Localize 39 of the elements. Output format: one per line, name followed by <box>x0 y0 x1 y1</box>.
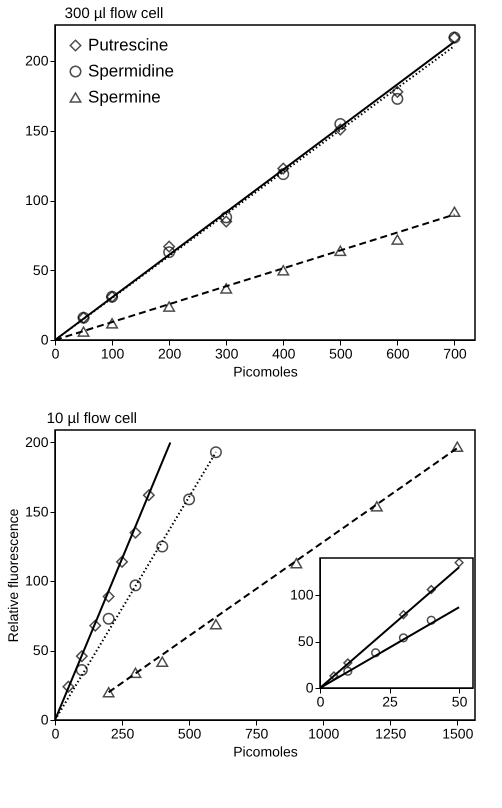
x-tick-label: 1500 <box>442 726 474 742</box>
y-tick-label: 50 <box>32 642 49 658</box>
chart-title: 10 µl flow cell <box>46 410 137 427</box>
y-tick-label: 100 <box>25 572 49 589</box>
x-tick-label: 1250 <box>375 726 407 742</box>
y-tick-label: 200 <box>25 434 49 450</box>
legend-label: Putrescine <box>88 36 168 54</box>
y-tick-label: 50 <box>32 262 49 278</box>
x-tick-label: 750 <box>244 726 269 742</box>
x-axis-title: Picomoles <box>233 744 298 760</box>
x-tick-label: 500 <box>178 726 202 742</box>
x-tick-label: 0 <box>52 726 60 742</box>
y-tick-label: 150 <box>25 503 49 520</box>
x-tick-label: 0 <box>52 346 60 362</box>
legend-label: Spermine <box>88 88 161 106</box>
y-tick-label: 0 <box>40 332 49 348</box>
x-tick-label: 600 <box>386 346 410 362</box>
x-tick-label: 400 <box>272 346 296 362</box>
legend-label: Spermidine <box>88 62 174 80</box>
x-tick-label: 1000 <box>308 726 340 742</box>
x-tick-label: 250 <box>110 726 134 742</box>
chart-title: 300 µl flow cell <box>64 5 164 22</box>
x-tick-label: 200 <box>158 346 182 362</box>
y-tick-label: 50 <box>298 633 314 650</box>
x-tick-label: 0 <box>316 694 325 710</box>
y-tick-label: 200 <box>25 52 49 69</box>
y-tick-label: 100 <box>290 586 314 603</box>
x-axis-title: Picomoles <box>233 364 298 380</box>
x-tick-label: 300 <box>215 346 239 362</box>
x-tick-label: 100 <box>100 346 124 362</box>
y-axis-title: Relative fluorescence <box>5 508 22 642</box>
y-tick-label: 150 <box>25 122 49 138</box>
y-tick-label: 100 <box>25 192 49 208</box>
y-tick-label: 0 <box>40 712 49 728</box>
x-tick-label: 700 <box>443 346 467 362</box>
x-tick-label: 500 <box>329 346 353 362</box>
x-tick-label: 25 <box>382 694 398 710</box>
y-tick-label: 0 <box>306 680 314 696</box>
x-tick-label: 50 <box>452 694 468 710</box>
